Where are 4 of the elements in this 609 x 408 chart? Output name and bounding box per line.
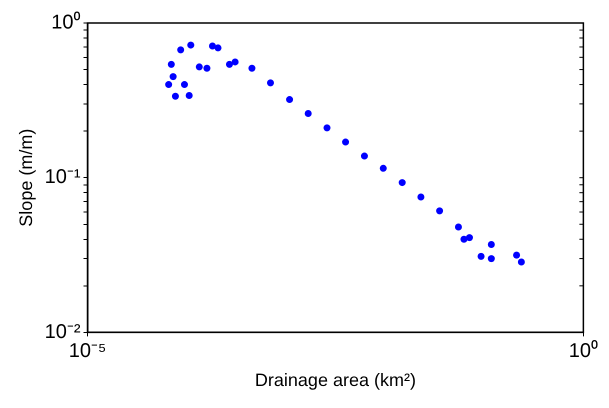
y-tick-label: 10⁰ <box>51 10 81 34</box>
y-tick-label: 10⁻¹ <box>44 166 81 188</box>
x-axis-title: Drainage area (km²) <box>254 370 416 390</box>
y-axis-title: Slope (m/m) <box>16 128 36 227</box>
